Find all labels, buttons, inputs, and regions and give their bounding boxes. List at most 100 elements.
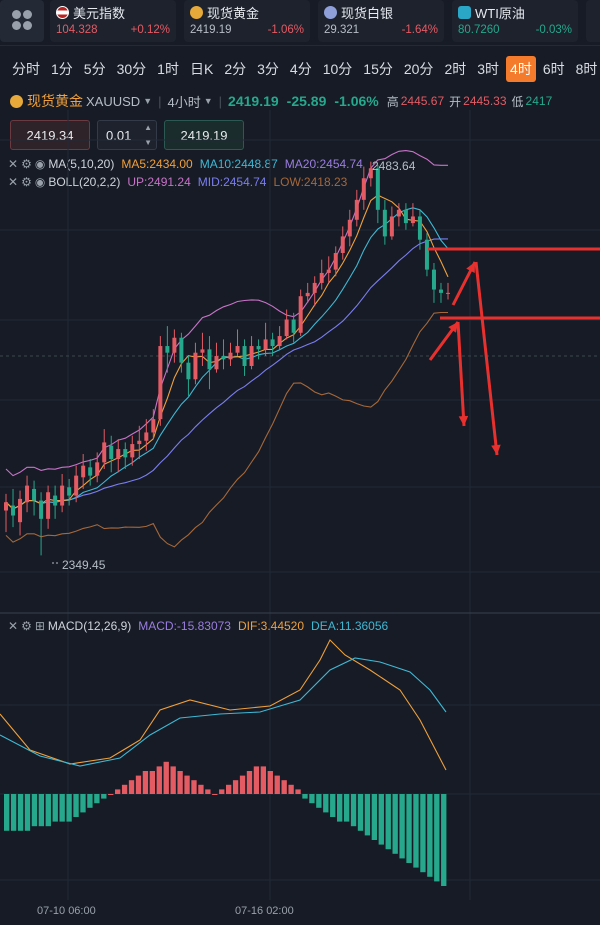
macd-histogram-bar	[198, 784, 204, 794]
ticker-price: 80.7260	[458, 24, 500, 36]
timeframe-1[interactable]: 1分	[51, 61, 73, 77]
timeframe-5[interactable]: 日K	[189, 61, 214, 77]
high-annotation: 2483.64	[372, 159, 416, 173]
timeframe-8[interactable]: 4分	[289, 61, 312, 77]
timeframe-16[interactable]: 8时	[575, 61, 598, 77]
symbol-code[interactable]: XAUUSD	[86, 93, 141, 109]
macd-histogram-bar	[177, 771, 183, 794]
macd-histogram-bar	[288, 784, 294, 794]
gold-coin-icon	[10, 94, 23, 108]
candle-body	[305, 292, 310, 297]
ticker-wti-oil[interactable]: WTI原油 80.7260 -0.03%	[452, 0, 578, 42]
candle-body	[109, 445, 114, 460]
candle-body	[4, 502, 8, 511]
time-axis-label: 07-10 06:00	[37, 905, 96, 917]
candle-body	[116, 449, 121, 460]
timeframe-11[interactable]: 20分	[403, 61, 434, 77]
macd-histogram-bar	[66, 794, 72, 822]
candle-body	[165, 346, 170, 353]
close-icon[interactable]: ✕	[8, 157, 19, 171]
symbol-name[interactable]: 现货黄金	[27, 93, 83, 109]
candle-body	[67, 487, 72, 496]
macd-histogram-bar	[128, 780, 135, 794]
candle-body	[368, 168, 373, 179]
timeframe-3[interactable]: 30分	[116, 61, 147, 77]
timeframe-7[interactable]: 3分	[257, 61, 279, 77]
macd-histogram-bar	[115, 789, 121, 794]
up-arrow-head	[448, 322, 458, 333]
timeframe-9[interactable]: 10分	[322, 61, 353, 77]
high-label: 高	[386, 94, 399, 109]
time-axis-label: 07-16 02:00	[235, 905, 294, 917]
macd-histogram-bar	[399, 794, 405, 859]
dropdown-caret-icon[interactable]: ▼	[143, 96, 153, 106]
decrement-icon[interactable]: ▼	[144, 138, 152, 147]
ticker-more[interactable]	[586, 0, 600, 42]
timeframe-4[interactable]: 1时	[157, 61, 179, 77]
timeframe-0[interactable]: 分时	[12, 61, 40, 77]
settings-icon[interactable]: ⚙	[21, 619, 32, 633]
macd-histogram-bar	[281, 780, 287, 794]
close-icon[interactable]: ✕	[8, 175, 19, 189]
candle-body	[312, 282, 317, 293]
period-selector[interactable]: 4小时	[167, 94, 201, 110]
macd-histogram-bar	[323, 794, 329, 813]
macd-histogram-bar	[295, 789, 301, 794]
macd-histogram-bar	[135, 775, 142, 794]
macd-histogram-bar	[378, 794, 384, 845]
dropdown-caret-icon[interactable]: ▼	[203, 96, 213, 106]
timeframe-13[interactable]: 3时	[477, 61, 500, 77]
macd-histogram-bar	[434, 794, 440, 882]
candle-body	[228, 352, 233, 360]
macd-histogram-bar	[226, 784, 232, 794]
ticker-price: 104.328	[56, 24, 98, 36]
sell-price-button[interactable]: 2419.34	[10, 120, 90, 150]
candle-body	[326, 269, 331, 273]
timeframe-12[interactable]: 2时	[444, 61, 467, 77]
candle-body	[130, 444, 135, 458]
candle-body	[123, 449, 128, 458]
candle-body	[137, 440, 142, 445]
macd-histogram-bar	[24, 794, 31, 831]
dea-line	[0, 657, 447, 767]
ticker-spot-gold[interactable]: 现货黄金 2419.19 -1.06%	[184, 0, 310, 42]
visibility-eye-icon[interactable]: ◉	[34, 157, 46, 171]
candle-body	[60, 485, 65, 506]
candle-body	[347, 219, 352, 237]
increment-icon[interactable]: ▲	[144, 123, 152, 132]
ticker-change: +0.12%	[130, 24, 170, 36]
macd-histogram-bar	[337, 794, 343, 822]
timeframe-6[interactable]: 2分	[224, 61, 247, 77]
macd-histogram-bar	[94, 794, 100, 804]
settings-icon[interactable]: ⚙	[21, 157, 32, 171]
candle-body	[11, 505, 16, 516]
timeframe-10[interactable]: 15分	[363, 61, 393, 77]
candle-body	[200, 349, 205, 353]
macd-histogram-bar	[38, 794, 45, 827]
timeframe-2[interactable]: 5分	[83, 61, 106, 77]
visibility-eye-icon[interactable]: ◉	[34, 175, 46, 189]
ticker-spot-silver[interactable]: 现货白银 29.321 -1.64%	[318, 0, 444, 42]
macd-histogram-bar	[371, 794, 378, 840]
timeframe-14[interactable]: 4时	[506, 56, 536, 82]
close-icon[interactable]: ✕	[8, 619, 19, 633]
macd-histogram-bar	[420, 794, 426, 873]
timeframe-15[interactable]: 6时	[542, 61, 565, 77]
buy-price-button[interactable]: 2419.19	[164, 120, 244, 150]
ticker-usd-index[interactable]: 美元指数 104.328 +0.12%	[50, 0, 176, 42]
settings-icon[interactable]: ⚙	[21, 175, 32, 189]
us-flag-icon	[56, 6, 69, 19]
apps-menu-button[interactable]	[0, 0, 44, 42]
divider: |	[158, 93, 162, 109]
candle-body	[46, 492, 51, 519]
macd-histogram-bar	[316, 794, 322, 808]
up-arrow-head	[466, 262, 475, 273]
ticker-name: 美元指数	[73, 6, 126, 21]
add-indicator-icon[interactable]: ⊞	[34, 619, 45, 633]
macd-histogram-bar	[406, 794, 412, 863]
candle-body	[333, 253, 338, 270]
lot-size-input[interactable]: 0.01 ▲ ▼	[97, 120, 157, 150]
open-label: 开	[449, 94, 462, 109]
candle-body	[172, 337, 177, 353]
